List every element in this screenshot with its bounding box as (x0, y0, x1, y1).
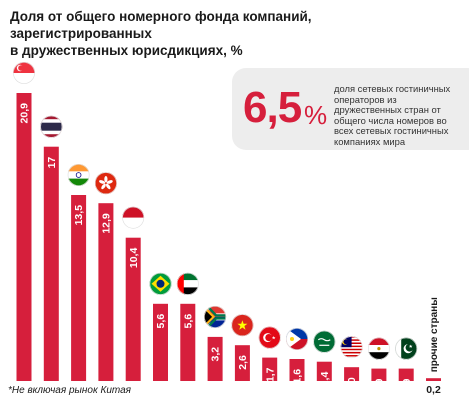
malaysia-flag-icon (340, 336, 363, 359)
chart-title-line-2: в дружественных юрисдикциях, % (10, 43, 243, 58)
bar-vietnam (234, 345, 250, 381)
bar-egypt (371, 368, 387, 381)
value-label: 0,9 (374, 378, 386, 393)
callout-unit: % (304, 100, 328, 130)
philippines-flag-icon (286, 328, 308, 350)
value-label: 5,6 (155, 314, 167, 329)
pakistan-flag-icon (395, 337, 418, 360)
value-label: 1,4 (319, 372, 331, 387)
value-label: 1,6 (292, 369, 304, 384)
value-label: 0,9 (401, 378, 413, 393)
turkey-flag-icon (258, 326, 281, 349)
other-countries-label: прочие страны (429, 297, 440, 372)
value-label: 0,2 (426, 384, 441, 396)
chart-title-line-1: Доля от общего номерного фонда компаний,… (10, 9, 312, 41)
bar-philippines (289, 359, 305, 381)
bar-brazil (153, 303, 168, 381)
india-flag-icon (67, 164, 90, 186)
value-label: 17 (46, 157, 58, 169)
bar-pakistan (398, 368, 414, 381)
bar-india (71, 195, 87, 381)
bar-indonesia (125, 237, 141, 381)
bar-uae (180, 303, 196, 381)
singapore-flag-icon (13, 62, 35, 84)
bar-thailand (43, 146, 59, 381)
callout-box (232, 68, 469, 150)
chart-title: Доля от общего номерного фонда компаний,… (10, 8, 430, 59)
value-label: 1,7 (264, 367, 276, 382)
bar-saudi-arabia (316, 361, 332, 381)
hong-kong-flag-icon (94, 172, 117, 195)
bar-other (426, 378, 441, 381)
indonesia-flag-icon (122, 206, 145, 229)
bar-hong-kong (98, 203, 114, 381)
bar-singapore (16, 93, 32, 381)
value-label: 1,0 (346, 377, 358, 392)
saudi-arabia-flag-icon (313, 330, 336, 353)
uae-flag-icon (176, 272, 199, 295)
bar-turkey (262, 357, 278, 381)
south-africa-flag-icon (204, 305, 227, 328)
egypt-flag-icon (367, 337, 390, 360)
value-label: 2,6 (237, 355, 249, 370)
callout-value: 6,5 (243, 83, 302, 132)
value-label: 5,6 (182, 314, 194, 329)
value-label: 12,9 (101, 213, 113, 234)
thailand-flag-icon (40, 115, 63, 138)
vietnam-flag-icon (231, 314, 254, 337)
value-label: 13,5 (73, 205, 85, 226)
value-label: 20,9 (19, 103, 31, 124)
brazil-flag-icon (149, 272, 172, 295)
bar-south-africa (207, 336, 223, 381)
footnote: *Не включая рынок Китая (8, 385, 132, 396)
bar-malaysia (344, 367, 360, 381)
callout-text: доля сетевых гостиничных операторов из д… (334, 83, 451, 147)
value-label: 3,2 (210, 347, 222, 362)
value-label: 10,4 (128, 248, 140, 269)
